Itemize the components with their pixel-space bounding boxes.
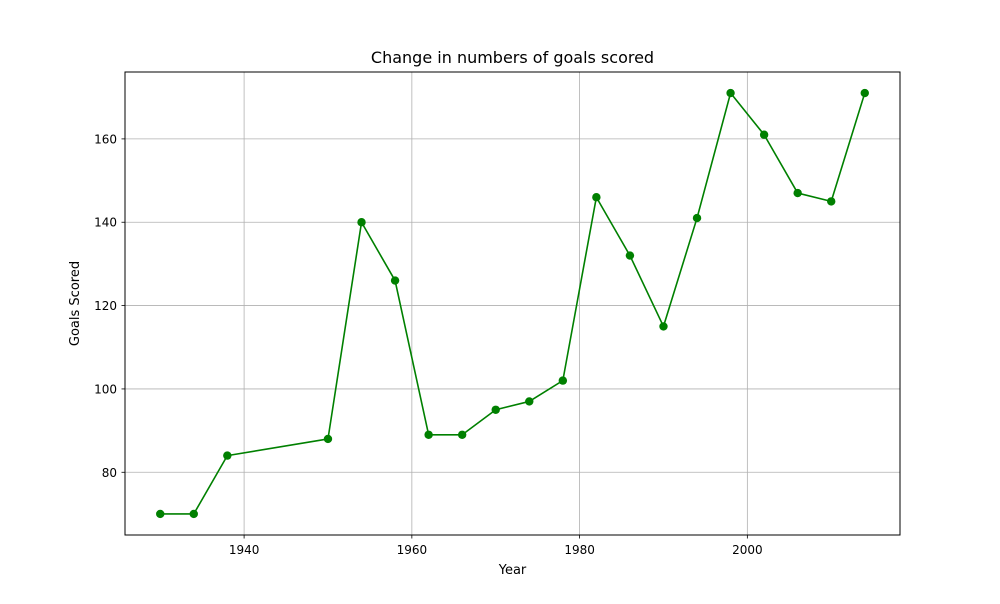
data-point [759, 130, 769, 139]
y-axis-ticks: 80 100 120 140 160 [94, 132, 125, 480]
chart-title: Change in numbers of goals scored [371, 48, 654, 67]
x-tick-label: 1960 [397, 543, 428, 557]
x-tick-label: 1980 [564, 543, 595, 557]
data-point [223, 451, 232, 460]
x-axis-label: Year [498, 563, 527, 578]
data-point [860, 88, 869, 98]
data-point [659, 322, 668, 331]
data-point [424, 430, 433, 439]
y-tick-label: 160 [94, 132, 117, 146]
y-tick-label: 80 [102, 466, 117, 480]
y-tick-label: 120 [94, 299, 117, 313]
x-tick-label: 1940 [229, 543, 260, 557]
data-point [625, 251, 635, 260]
data-point [558, 376, 568, 385]
data-point [793, 188, 802, 198]
grid [125, 72, 900, 535]
data-point [390, 276, 400, 285]
data-point [726, 88, 735, 98]
data-point [189, 509, 198, 519]
series-line [160, 92, 866, 515]
data-point [457, 430, 467, 439]
y-axis-label: Goals Scored [68, 261, 83, 346]
x-axis-ticks: 1940 1960 1980 2000 [229, 535, 763, 557]
plot-area-frame [124, 71, 901, 536]
data-point [357, 218, 366, 227]
data-point [491, 405, 500, 414]
data-point [525, 397, 534, 406]
x-tick-label: 2000 [732, 543, 763, 557]
y-tick-label: 140 [94, 216, 117, 230]
data-point [827, 197, 836, 206]
data-point [592, 193, 601, 202]
y-tick-label: 100 [94, 382, 117, 396]
series-layer [156, 88, 869, 519]
data-point [156, 509, 165, 519]
data-point [323, 434, 333, 444]
data-point [692, 213, 702, 223]
